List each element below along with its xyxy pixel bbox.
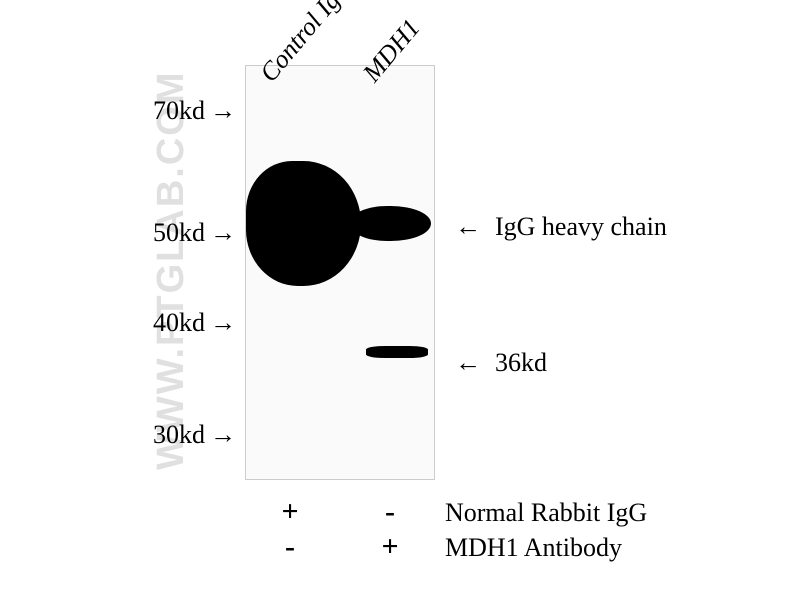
right-label-36kd: 36kd (495, 348, 547, 378)
legend-row1: Normal Rabbit IgG (445, 498, 647, 528)
mw-label-40: 40kd (95, 308, 205, 338)
legend-row2: MDH1 Antibody (445, 533, 622, 563)
figure-root: WWW.PTGLAB.COM Control IgG MDH1 70kd → 5… (0, 0, 800, 600)
right-label-igg: IgG heavy chain (495, 212, 667, 242)
mw-arrow-70: → (210, 96, 236, 126)
band-control-igg-heavy (246, 161, 361, 286)
blot-image (245, 65, 435, 480)
band-sample-igg-heavy (351, 206, 431, 241)
mw-arrow-30: → (210, 420, 236, 450)
band-sample-36kd (366, 346, 428, 358)
mw-arrow-50: → (210, 218, 236, 248)
mw-label-30: 30kd (95, 420, 205, 450)
pm-row1-lane1: + (275, 495, 305, 529)
right-arrow-igg: ← (455, 212, 481, 242)
watermark-text: WWW.PTGLAB.COM (150, 70, 210, 470)
pm-row2-lane2: + (375, 530, 405, 564)
mw-arrow-40: → (210, 308, 236, 338)
pm-row1-lane2: - (375, 495, 405, 529)
mw-label-70: 70kd (95, 96, 205, 126)
mw-label-50: 50kd (95, 218, 205, 248)
right-arrow-36kd: ← (455, 348, 481, 378)
pm-row2-lane1: - (275, 530, 305, 564)
